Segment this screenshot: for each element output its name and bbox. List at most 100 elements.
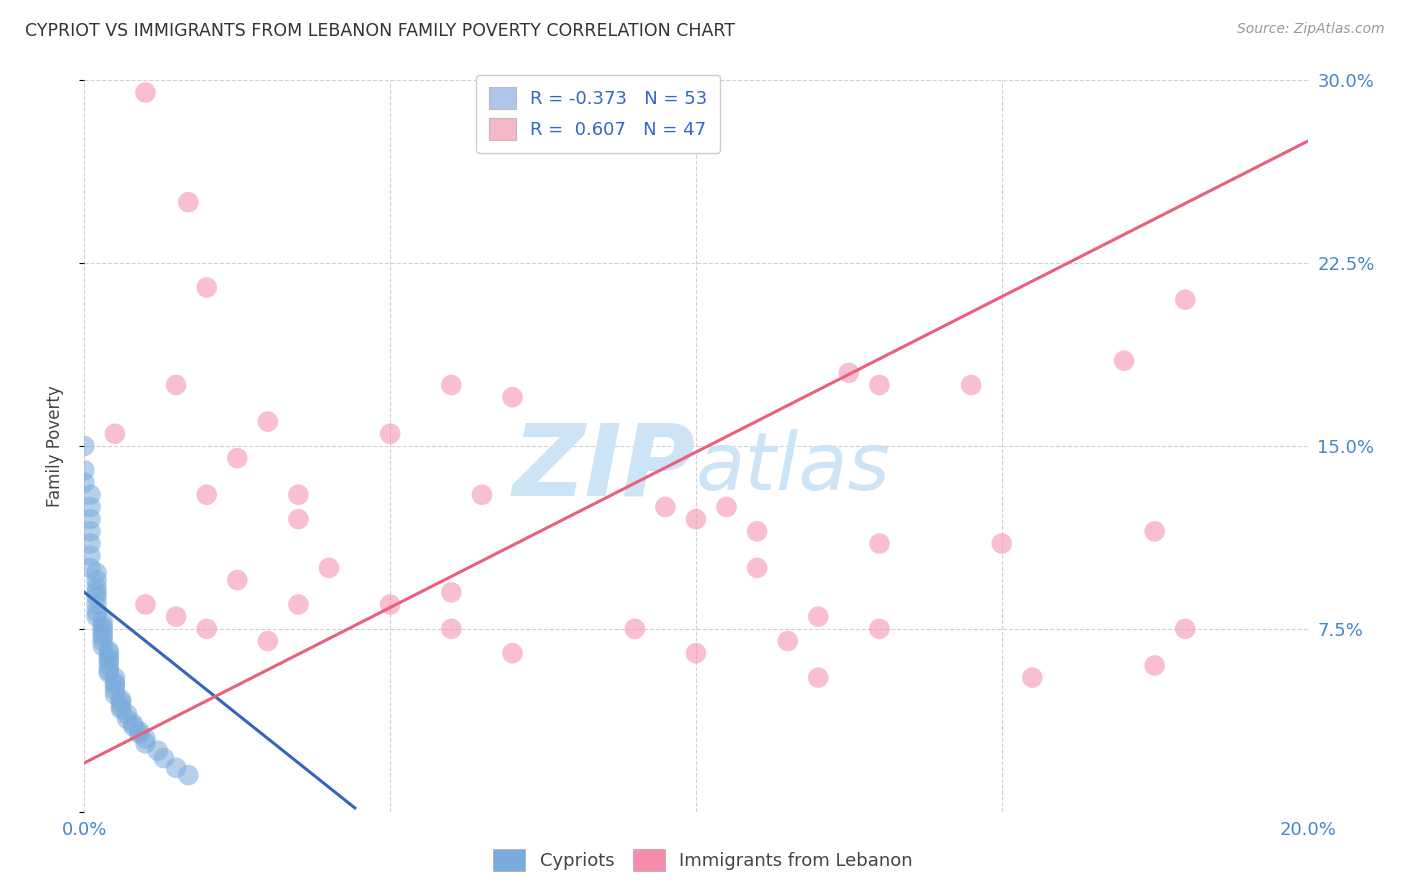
Point	[1143, 658, 1166, 673]
Legend: R = -0.373   N = 53, R =  0.607   N = 47: R = -0.373 N = 53, R = 0.607 N = 47	[477, 75, 720, 153]
Point	[97, 646, 120, 660]
Point	[1143, 524, 1166, 539]
Point	[115, 712, 138, 726]
Point	[869, 622, 891, 636]
Point	[685, 512, 707, 526]
Legend: Cypriots, Immigrants from Lebanon: Cypriots, Immigrants from Lebanon	[485, 842, 921, 879]
Point	[73, 475, 96, 490]
Point	[440, 585, 463, 599]
Point	[104, 671, 127, 685]
Point	[440, 622, 463, 636]
Point	[86, 585, 108, 599]
Point	[287, 598, 309, 612]
Point	[79, 512, 101, 526]
Point	[776, 634, 799, 648]
Point	[115, 707, 138, 722]
Point	[685, 646, 707, 660]
Point	[807, 671, 830, 685]
Point	[91, 622, 114, 636]
Point	[440, 378, 463, 392]
Point	[73, 463, 96, 477]
Point	[226, 573, 249, 587]
Point	[110, 699, 132, 714]
Point	[287, 488, 309, 502]
Point	[91, 626, 114, 640]
Point	[1174, 293, 1197, 307]
Point	[97, 651, 120, 665]
Point	[471, 488, 494, 502]
Point	[128, 727, 150, 741]
Point	[624, 622, 647, 636]
Point	[104, 678, 127, 692]
Point	[79, 536, 101, 550]
Point	[128, 724, 150, 739]
Point	[86, 581, 108, 595]
Point	[91, 615, 114, 629]
Text: CYPRIOT VS IMMIGRANTS FROM LEBANON FAMILY POVERTY CORRELATION CHART: CYPRIOT VS IMMIGRANTS FROM LEBANON FAMIL…	[25, 22, 735, 40]
Point	[86, 605, 108, 619]
Point	[79, 524, 101, 539]
Point	[79, 500, 101, 514]
Point	[86, 590, 108, 604]
Point	[257, 634, 280, 648]
Point	[104, 688, 127, 702]
Text: ZIP: ZIP	[513, 419, 696, 516]
Point	[146, 744, 169, 758]
Point	[122, 717, 145, 731]
Point	[165, 761, 187, 775]
Point	[502, 646, 524, 660]
Point	[1114, 353, 1136, 368]
Point	[104, 675, 127, 690]
Point	[195, 488, 218, 502]
Point	[1021, 671, 1043, 685]
Point	[747, 561, 769, 575]
Point	[97, 658, 120, 673]
Point	[79, 561, 101, 575]
Point	[869, 378, 891, 392]
Point	[110, 695, 132, 709]
Point	[747, 524, 769, 539]
Point	[79, 549, 101, 563]
Point	[153, 751, 176, 765]
Point	[165, 378, 187, 392]
Point	[91, 629, 114, 643]
Point	[104, 426, 127, 441]
Point	[104, 682, 127, 697]
Point	[1174, 622, 1197, 636]
Point	[318, 561, 340, 575]
Point	[122, 719, 145, 733]
Point	[960, 378, 983, 392]
Point	[79, 488, 101, 502]
Point	[807, 609, 830, 624]
Point	[91, 634, 114, 648]
Point	[135, 86, 157, 100]
Y-axis label: Family Poverty: Family Poverty	[45, 385, 63, 507]
Point	[110, 692, 132, 706]
Point	[838, 366, 860, 380]
Point	[716, 500, 738, 514]
Point	[86, 573, 108, 587]
Point	[502, 390, 524, 404]
Point	[91, 639, 114, 653]
Point	[135, 731, 157, 746]
Point	[86, 609, 108, 624]
Point	[97, 665, 120, 680]
Point	[110, 702, 132, 716]
Point	[135, 598, 157, 612]
Point	[654, 500, 676, 514]
Point	[73, 439, 96, 453]
Point	[86, 598, 108, 612]
Point	[97, 663, 120, 677]
Point	[97, 644, 120, 658]
Point	[257, 415, 280, 429]
Point	[165, 609, 187, 624]
Point	[195, 280, 218, 294]
Point	[991, 536, 1014, 550]
Point	[380, 598, 402, 612]
Point	[869, 536, 891, 550]
Text: Source: ZipAtlas.com: Source: ZipAtlas.com	[1237, 22, 1385, 37]
Point	[135, 736, 157, 750]
Point	[97, 654, 120, 668]
Point	[177, 768, 200, 782]
Point	[86, 566, 108, 580]
